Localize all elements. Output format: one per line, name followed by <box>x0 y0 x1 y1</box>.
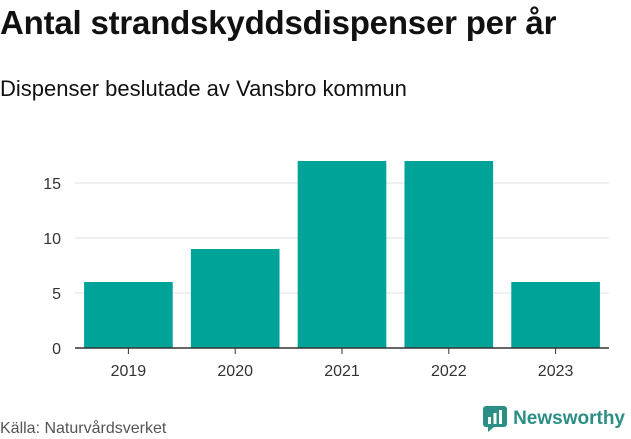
chart-title: Antal strandskyddsdispenser per år <box>0 4 557 41</box>
source-note: Källa: Naturvårdsverket <box>0 420 167 437</box>
x-tick-label: 2020 <box>217 363 253 380</box>
x-tick-label: 2023 <box>538 363 574 380</box>
newsworthy-icon <box>483 406 508 432</box>
bar <box>297 161 387 348</box>
bar <box>511 282 600 348</box>
x-tick-label: 2019 <box>111 363 147 380</box>
x-tick-label: 2022 <box>431 363 467 380</box>
y-tick-label: 10 <box>43 231 61 248</box>
y-tick-label: 15 <box>43 176 61 193</box>
y-tick-label: 5 <box>52 286 61 303</box>
y-tick-label: 0 <box>52 341 61 358</box>
chart-subtitle: Dispenser beslutade av Vansbro kommun <box>0 76 407 101</box>
bar <box>190 249 280 348</box>
brand-name: Newsworthy <box>513 408 625 429</box>
x-tick-label: 2021 <box>324 363 360 380</box>
newsworthy-logo: Newsworthy <box>483 406 625 432</box>
bar-chart: 0 5 10 15 2019 2020 2021 2022 2023 <box>43 161 609 380</box>
bar <box>84 282 173 348</box>
bar <box>404 161 494 348</box>
